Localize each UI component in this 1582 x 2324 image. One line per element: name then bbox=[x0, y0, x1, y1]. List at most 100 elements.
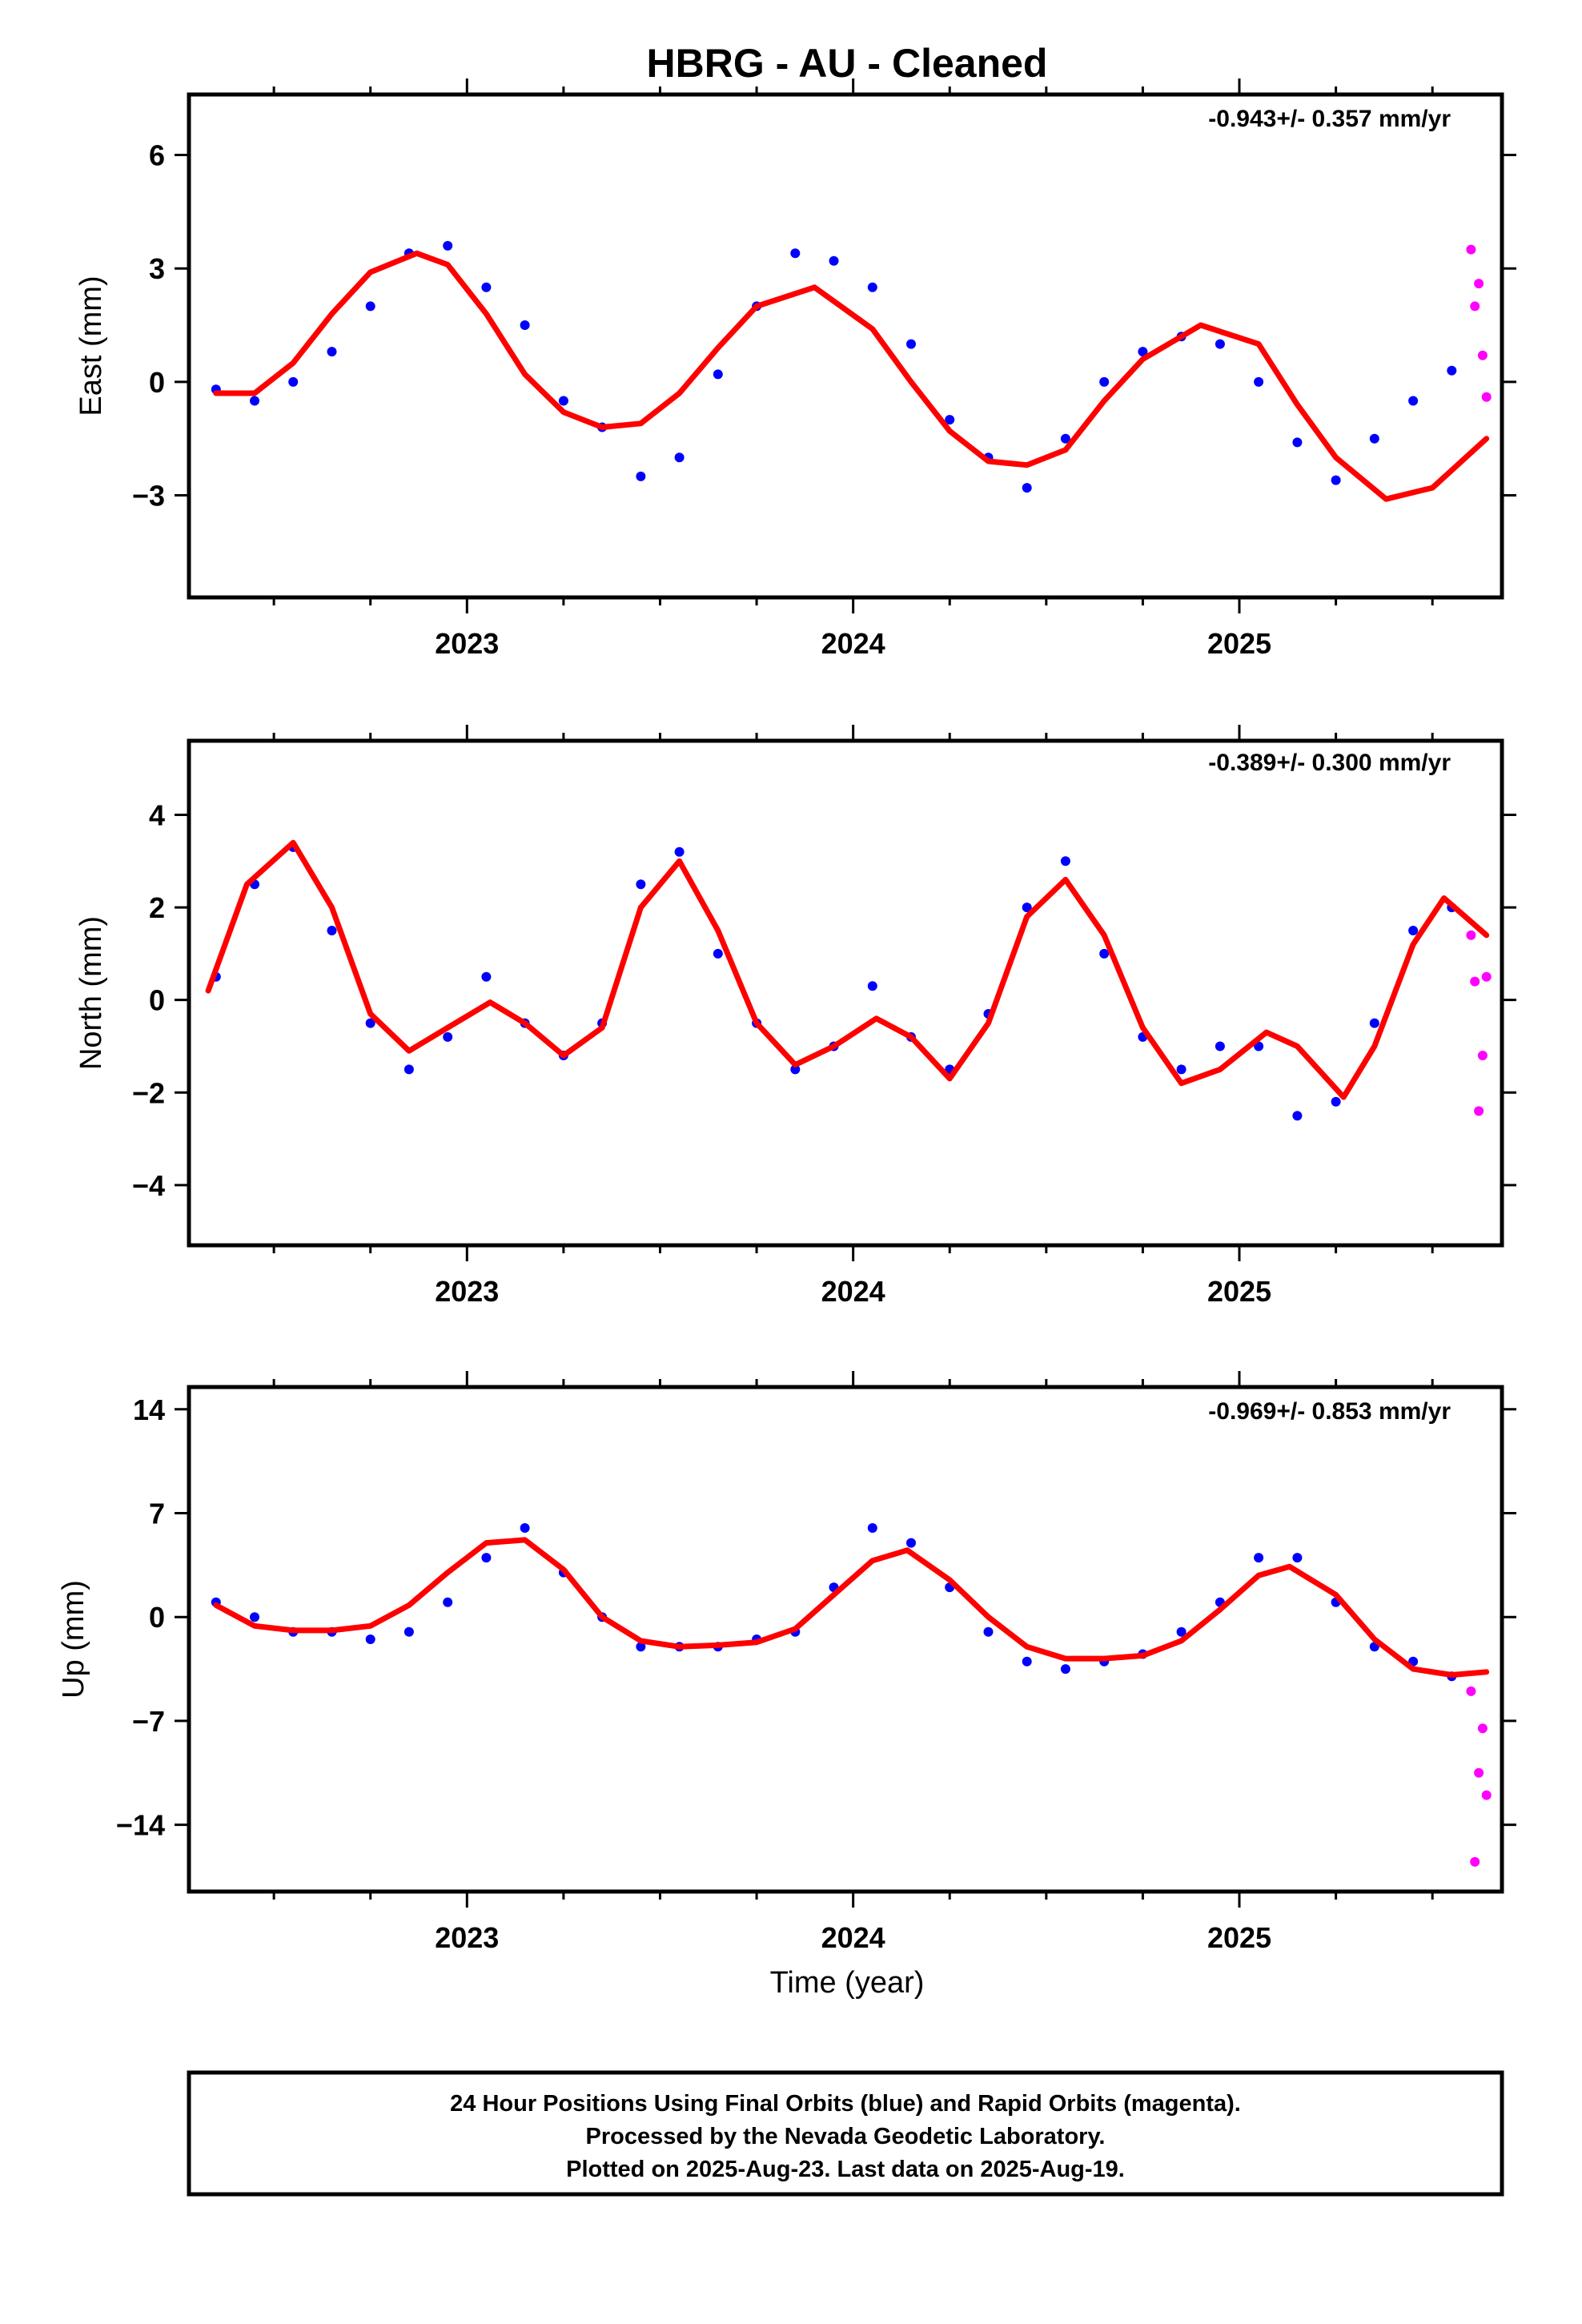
east-rapid-orbit-point bbox=[1466, 244, 1476, 255]
footer-box: 24 Hour Positions Using Final Orbits (bl… bbox=[187, 2070, 1504, 2197]
east-final-orbit-point bbox=[674, 452, 685, 463]
east-rapid-orbit-point bbox=[1481, 392, 1492, 402]
east-panel: East (mm) -0.943+/- 0.357 mm/yr 2023 2024… bbox=[74, 78, 1516, 660]
up-final-orbit-point bbox=[481, 1553, 492, 1563]
up-final-orbit-point bbox=[1254, 1553, 1264, 1563]
east-final-orbit-point bbox=[1099, 376, 1110, 387]
north-final-orbit-point bbox=[1369, 1018, 1379, 1028]
east-final-orbit-point bbox=[365, 301, 375, 312]
up-final-orbit-point bbox=[636, 1642, 646, 1652]
north-x-tick-label: 2024 bbox=[821, 1275, 885, 1308]
north-x-tick-label: 2025 bbox=[1207, 1275, 1271, 1308]
up-final-orbit-point bbox=[250, 1612, 259, 1622]
east-final-orbit-point bbox=[327, 347, 337, 357]
up-y-tick-label: 14 bbox=[133, 1393, 165, 1426]
up-final-orbit-point bbox=[404, 1626, 414, 1637]
east-plot-frame bbox=[187, 92, 1504, 600]
north-rapid-orbit-point bbox=[1474, 1106, 1484, 1116]
up-final-orbit-point bbox=[1060, 1664, 1070, 1675]
up-rate-annotation: -0.969+/- 0.853 mm/yr bbox=[1208, 1398, 1451, 1425]
east-x-tick-label: 2024 bbox=[821, 627, 885, 660]
north-final-orbit-point bbox=[867, 981, 877, 991]
east-y-axis-label: East (mm) bbox=[74, 275, 108, 416]
north-final-orbit-point bbox=[1408, 926, 1419, 935]
north-model-fit-line bbox=[205, 839, 1490, 1100]
footer-line-1: 24 Hour Positions Using Final Orbits (bl… bbox=[450, 2091, 1241, 2117]
east-final-orbit-point bbox=[1254, 376, 1264, 387]
up-final-orbit-point bbox=[983, 1626, 994, 1637]
east-final-orbit-point bbox=[1369, 433, 1379, 444]
up-final-orbit-point bbox=[1292, 1553, 1303, 1563]
east-x-tick-label: 2025 bbox=[1207, 627, 1271, 660]
up-final-orbit-point bbox=[1176, 1626, 1186, 1637]
north-final-orbit-point bbox=[674, 846, 685, 857]
north-y-tick-label: 0 bbox=[149, 984, 165, 1017]
up-rapid-orbit-point bbox=[1470, 1856, 1480, 1867]
up-y-tick-label: −14 bbox=[116, 1809, 165, 1842]
up-rapid-orbit-point bbox=[1466, 1686, 1476, 1696]
up-x-tick-label: 2024 bbox=[821, 1921, 885, 1954]
east-final-orbit-point bbox=[250, 396, 259, 406]
north-rapid-orbit-point bbox=[1466, 930, 1476, 940]
up-final-orbit-point bbox=[520, 1523, 530, 1533]
east-final-orbit-point bbox=[520, 320, 530, 330]
north-y-tick-label: −4 bbox=[132, 1169, 165, 1202]
up-x-tick-label: 2025 bbox=[1207, 1921, 1271, 1954]
north-final-orbit-point bbox=[1292, 1111, 1303, 1121]
footer-line-3: Plotted on 2025-Aug-23. Last data on 202… bbox=[566, 2157, 1125, 2182]
up-y-tick-label: −7 bbox=[132, 1705, 165, 1738]
east-final-orbit-point bbox=[1408, 396, 1419, 406]
north-rate-annotation: -0.389+/- 0.300 mm/yr bbox=[1208, 750, 1451, 776]
east-final-orbit-point bbox=[1331, 475, 1341, 485]
north-final-orbit-point bbox=[327, 926, 337, 935]
footer-frame bbox=[187, 2070, 1504, 2197]
north-rapid-orbit-point bbox=[1481, 971, 1492, 982]
north-y-tick-label: 2 bbox=[149, 891, 165, 924]
east-final-orbit-point bbox=[1447, 365, 1457, 376]
up-final-orbit-point bbox=[1022, 1656, 1032, 1667]
up-final-orbit-point bbox=[867, 1523, 877, 1533]
east-y-tick-label: 3 bbox=[149, 252, 165, 285]
east-rapid-orbit-point bbox=[1474, 279, 1484, 289]
north-final-orbit-point bbox=[1099, 948, 1110, 959]
north-final-orbit-point bbox=[1060, 856, 1070, 866]
up-y-tick-label: 0 bbox=[149, 1601, 165, 1634]
north-y-axis-label: North (mm) bbox=[74, 916, 108, 1070]
north-final-orbit-point bbox=[365, 1018, 375, 1028]
east-y-tick-label: 0 bbox=[149, 366, 165, 399]
up-x-tick-label: 2023 bbox=[435, 1921, 499, 1954]
east-x-tick-label: 2023 bbox=[435, 627, 499, 660]
north-final-orbit-point bbox=[1176, 1064, 1186, 1075]
north-final-orbit-point bbox=[443, 1031, 453, 1042]
north-final-orbit-point bbox=[790, 1064, 801, 1075]
east-final-orbit-point bbox=[443, 240, 453, 251]
north-rapid-orbit-point bbox=[1477, 1051, 1488, 1060]
east-rapid-orbit-point bbox=[1477, 350, 1488, 360]
up-final-orbit-point bbox=[906, 1538, 916, 1548]
up-rapid-orbit-point bbox=[1477, 1723, 1488, 1734]
up-final-orbit-point bbox=[365, 1634, 375, 1644]
north-marks bbox=[205, 839, 1492, 1121]
east-final-orbit-point bbox=[481, 282, 492, 292]
east-model-fit-line bbox=[213, 250, 1490, 502]
east-final-orbit-point bbox=[1060, 433, 1070, 444]
east-final-orbit-point bbox=[867, 282, 877, 292]
east-final-orbit-point bbox=[288, 376, 299, 387]
east-final-orbit-point bbox=[1215, 339, 1225, 349]
north-rapid-orbit-point bbox=[1470, 976, 1480, 987]
east-final-orbit-point bbox=[790, 248, 801, 259]
up-plot-frame bbox=[187, 1385, 1504, 1894]
north-final-orbit-point bbox=[1331, 1096, 1341, 1107]
east-rapid-orbit-point bbox=[1470, 301, 1480, 312]
up-y-tick-label: 7 bbox=[149, 1498, 165, 1530]
east-final-orbit-point bbox=[1292, 437, 1303, 448]
east-y-tick-label: 6 bbox=[149, 139, 165, 172]
east-final-orbit-point bbox=[906, 339, 916, 349]
up-rapid-orbit-point bbox=[1474, 1767, 1484, 1778]
north-final-orbit-point bbox=[404, 1064, 414, 1075]
east-final-orbit-point bbox=[1138, 347, 1148, 357]
north-final-orbit-point bbox=[713, 948, 723, 959]
up-panel: Up (mm) -0.969+/- 0.853 mm/yr 2023 2024 20… bbox=[57, 1371, 1516, 1954]
north-x-tick-label: 2023 bbox=[435, 1275, 499, 1308]
